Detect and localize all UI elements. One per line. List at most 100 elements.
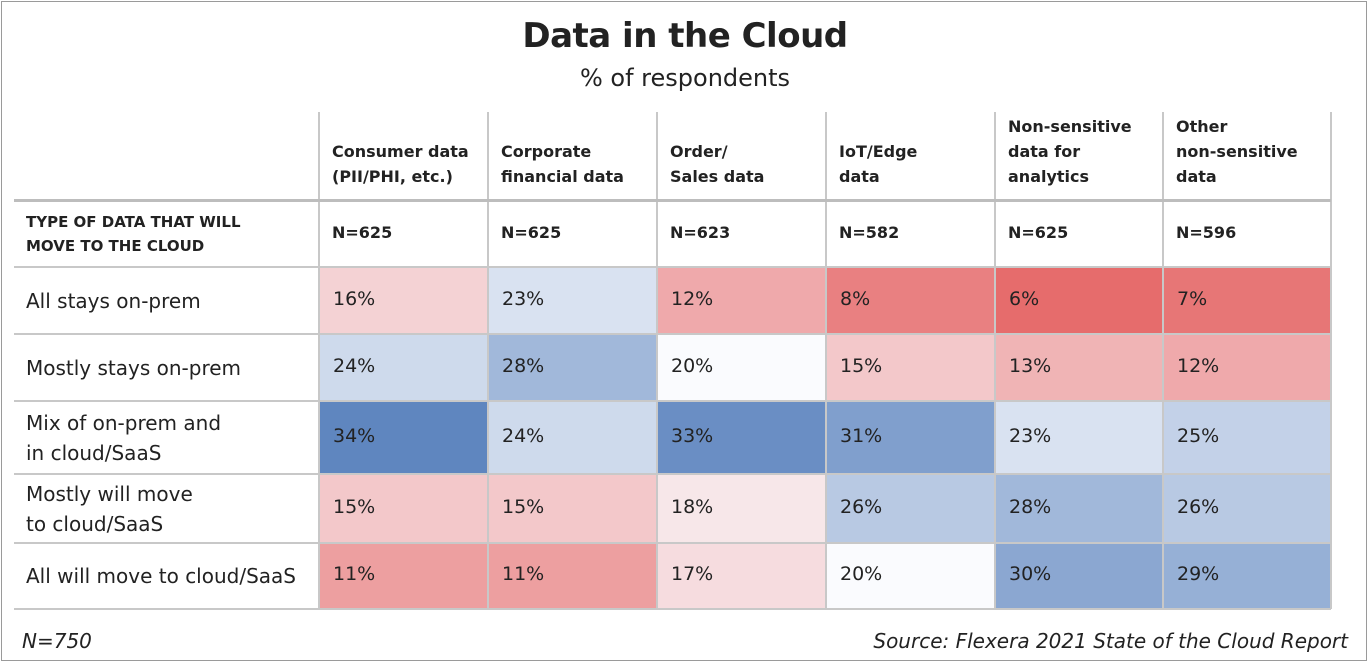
column-header: Order/Sales data: [670, 139, 830, 189]
cell-value: 20%: [840, 563, 883, 585]
row-label-line: in cloud/SaaS: [26, 440, 162, 465]
cell-value: 11%: [502, 563, 545, 585]
column-header-line: Corporate: [501, 142, 592, 161]
cell-value: 23%: [1009, 424, 1052, 447]
cell-value: 12%: [1177, 354, 1220, 377]
column-header-line: Consumer data: [332, 142, 469, 161]
cell-value: 26%: [1177, 495, 1220, 518]
row-header-title-line: MOVE TO THE CLOUD: [26, 237, 205, 255]
column-header-line: IoT/Edge: [839, 142, 918, 161]
cell-value: 29%: [1177, 563, 1220, 585]
grid-line-vertical: [656, 112, 658, 609]
column-header-line: Other: [1176, 117, 1228, 136]
column-sample-size: N=625: [1008, 222, 1069, 242]
cell-value: 26%: [840, 495, 883, 518]
grid-line-horizontal: [14, 473, 1331, 475]
cell-value: 15%: [502, 495, 545, 518]
grid-line-vertical: [1162, 112, 1164, 609]
cell-value: 28%: [1009, 495, 1052, 518]
column-header-line: Sales data: [670, 167, 765, 186]
heatmap-cell: [996, 268, 1163, 334]
cell-value: 15%: [840, 354, 883, 377]
row-label: Mostly stays on-prem: [26, 353, 321, 383]
cell-value: 33%: [671, 424, 714, 447]
column-header-line: data for: [1008, 142, 1081, 161]
heatmap-cell: [320, 544, 488, 609]
column-header-line: (PII/PHI, etc.): [332, 167, 453, 186]
heatmap-cell: [827, 544, 995, 609]
grid-line-horizontal: [14, 400, 1331, 402]
row-header-title: TYPE OF DATA THAT WILL MOVE TO THE CLOUD: [26, 210, 306, 258]
grid-line-vertical: [318, 112, 320, 609]
row-label-line: to cloud/SaaS: [26, 511, 164, 536]
column-header-line: Non-sensitive: [1008, 117, 1132, 136]
column-header-line: non-sensitive: [1176, 142, 1298, 161]
column-header-line: data: [839, 167, 880, 186]
chart-title: Data in the Cloud: [522, 16, 848, 56]
cell-value: 30%: [1009, 563, 1052, 585]
row-label: Mostly will move to cloud/SaaS: [26, 479, 321, 539]
column-header: Consumer data (PII/PHI, etc.): [332, 139, 492, 189]
heatmap-cell: [996, 544, 1163, 609]
row-label: Mix of on-prem and in cloud/SaaS: [26, 408, 321, 468]
cell-value: 23%: [502, 287, 545, 310]
grid-line-horizontal: [14, 542, 1331, 544]
heatmap-cell: [1164, 544, 1331, 609]
column-header-line: financial data: [501, 167, 624, 186]
heatmap-cell: [658, 268, 826, 334]
heatmap-cell: [489, 544, 657, 609]
cell-value: 34%: [333, 424, 376, 447]
heatmap-cell: [320, 475, 488, 543]
heatmap-cell: [996, 475, 1163, 543]
row-label-line: All will move to cloud/SaaS: [26, 564, 296, 588]
cell-value: 8%: [840, 287, 871, 310]
grid-line-vertical: [1330, 112, 1332, 609]
row-label-line: All stays on-prem: [26, 288, 201, 313]
cell-value: 13%: [1009, 354, 1052, 377]
heatmap-cell: [658, 544, 826, 609]
heatmap-cell: [320, 335, 488, 401]
cell-value: 18%: [671, 495, 714, 518]
cell-value: 31%: [840, 424, 883, 447]
heatmap-cell: [489, 335, 657, 401]
column-sample-size: N=596: [1176, 222, 1237, 242]
row-label-line: Mostly stays on-prem: [26, 355, 242, 380]
sample-size-note: N=750: [22, 629, 92, 653]
heatmap-cell: [1164, 475, 1331, 543]
column-header: Non-sensitive data for analytics: [1008, 114, 1168, 189]
heatmap-cell: [996, 335, 1163, 401]
heatmap-cell: [658, 475, 826, 543]
heatmap-cell: [827, 268, 995, 334]
cell-value: 20%: [671, 354, 714, 377]
heatmap-cell: [1164, 335, 1331, 401]
heatmap-cell: [320, 268, 488, 334]
row-label: All stays on-prem: [26, 286, 321, 316]
column-sample-size: N=623: [670, 222, 731, 242]
column-header-line: data: [1176, 167, 1217, 186]
heatmap-cell: [827, 475, 995, 543]
grid-line-horizontal: [14, 266, 1331, 268]
row-label-line: Mostly will move: [26, 481, 193, 506]
source-note: Source: Flexera 2021 State of the Cloud …: [873, 629, 1348, 653]
heatmap-cell: [1164, 402, 1331, 474]
grid-line-vertical: [487, 112, 489, 609]
column-header-line: Order/: [670, 142, 728, 161]
row-label-line: Mix of on-prem and: [26, 410, 222, 435]
cell-value: 11%: [333, 563, 376, 585]
heatmap-cell: [489, 475, 657, 543]
column-header-line: analytics: [1008, 167, 1090, 186]
heatmap-cell: [827, 402, 995, 474]
column-header: Corporate financial data: [501, 139, 661, 189]
heatmap-cell: [996, 402, 1163, 474]
grid-line-horizontal: [14, 608, 1331, 610]
cell-value: 28%: [502, 354, 545, 377]
grid-line-horizontal: [14, 333, 1331, 335]
heatmap-cell: [489, 268, 657, 334]
heatmap-cell: [658, 335, 826, 401]
cell-value: 15%: [333, 495, 376, 518]
cell-value: 12%: [671, 287, 714, 310]
grid-line-vertical: [994, 112, 996, 609]
heatmap-cell: [827, 335, 995, 401]
cell-value: 17%: [671, 563, 714, 585]
